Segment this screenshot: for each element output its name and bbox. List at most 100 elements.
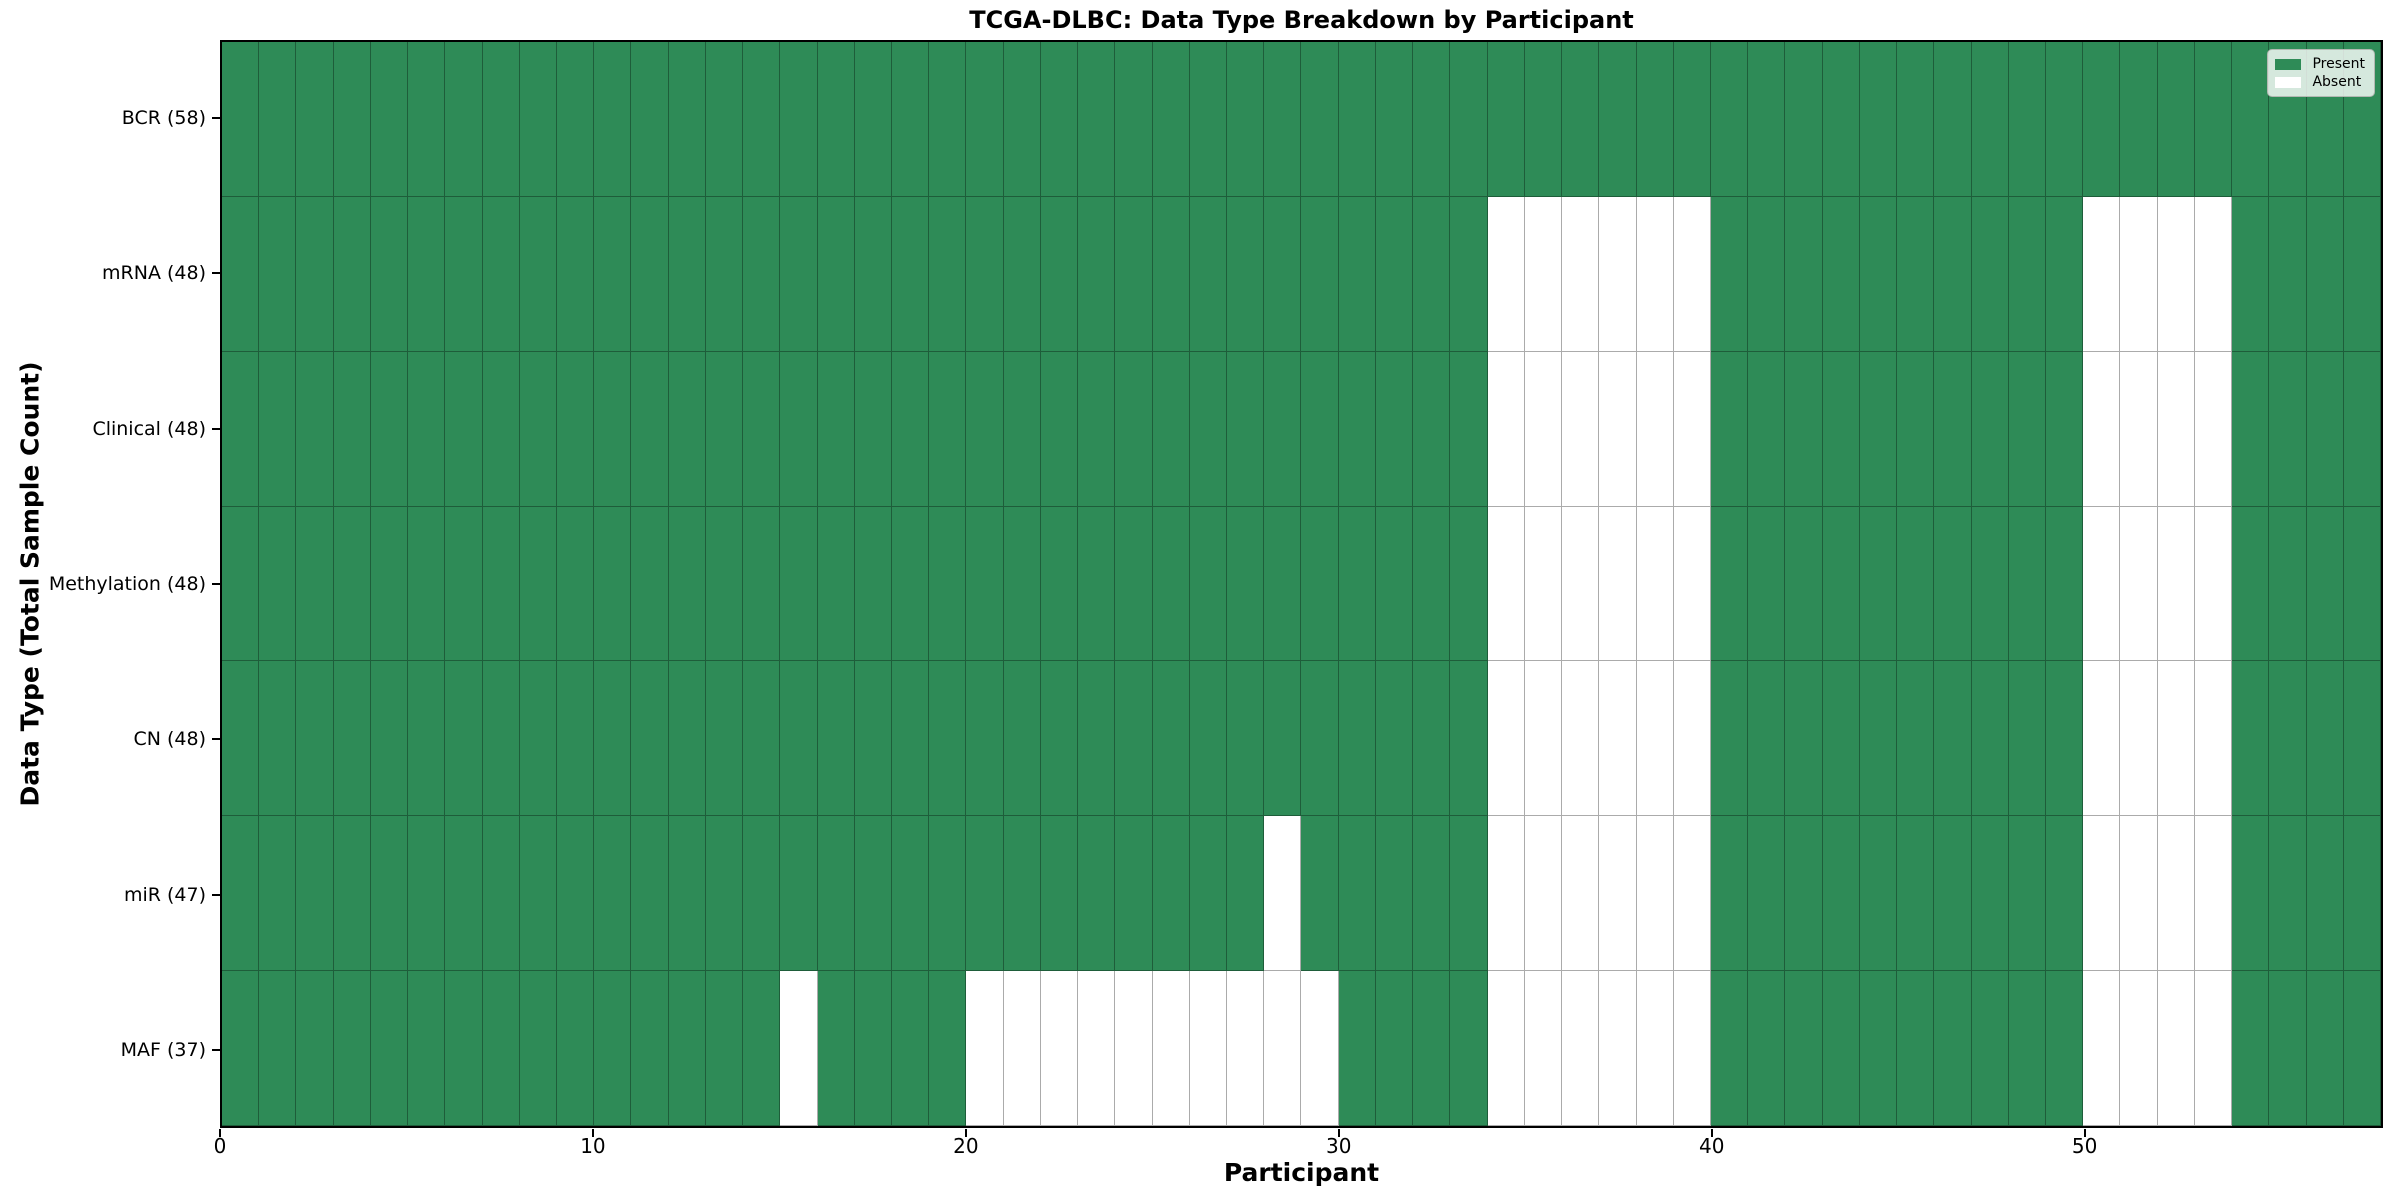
heatmap-cell-BCR-4 <box>370 42 409 197</box>
heatmap-cell-BCR-25 <box>1152 42 1190 197</box>
y-tick-label-miR: miR (47) <box>123 883 206 906</box>
heatmap-cell-miR-40 <box>1710 816 1749 972</box>
heatmap-cell-miR-2 <box>296 816 334 972</box>
heatmap-cell-Methylation-32 <box>1413 506 1451 662</box>
heatmap-cell-CN-6 <box>445 661 483 817</box>
heatmap-cell-Methylation-39 <box>1673 506 1711 662</box>
heatmap-cell-MAF-22 <box>1040 971 1079 1126</box>
heatmap-cell-miR-54 <box>2232 816 2270 972</box>
heatmap-cell-Methylation-8 <box>519 506 558 662</box>
heatmap-cell-mRNA-46 <box>1934 196 1972 352</box>
heatmap-cell-MAF-8 <box>519 971 558 1126</box>
heatmap-cell-MAF-10 <box>594 971 632 1126</box>
heatmap-cell-mRNA-1 <box>259 196 297 352</box>
heatmap-cell-mRNA-34 <box>1487 196 1525 352</box>
heatmap-cell-BCR-17 <box>854 42 893 197</box>
heatmap-cell-miR-12 <box>668 816 706 972</box>
heatmap-cell-CN-31 <box>1375 661 1414 817</box>
heatmap-cell-mRNA-17 <box>854 196 893 352</box>
heatmap-cell-MAF-11 <box>631 971 669 1126</box>
heatmap-cell-BCR-41 <box>1748 42 1786 197</box>
heatmap-grid <box>222 42 2381 1126</box>
heatmap-cell-miR-49 <box>2045 816 2084 972</box>
heatmap-cell-Methylation-42 <box>1785 506 1823 662</box>
heatmap-cell-Methylation-43 <box>1822 506 1860 662</box>
heatmap-cell-MAF-53 <box>2194 971 2233 1126</box>
heatmap-cell-Clinical-27 <box>1227 351 1265 507</box>
heatmap-cell-CN-24 <box>1115 661 1153 817</box>
x-tick-mark <box>219 1129 221 1137</box>
heatmap-cell-Clinical-46 <box>1934 351 1972 507</box>
heatmap-cell-mRNA-30 <box>1338 196 1376 352</box>
heatmap-cell-miR-51 <box>2120 816 2158 972</box>
heatmap-cell-mRNA-38 <box>1636 196 1674 352</box>
heatmap-cell-BCR-51 <box>2120 42 2158 197</box>
x-tick-label-0: 0 <box>213 1134 227 1158</box>
heatmap-cell-MAF-9 <box>557 971 595 1126</box>
heatmap-cell-BCR-26 <box>1189 42 1228 197</box>
heatmap-cell-MAF-25 <box>1152 971 1190 1126</box>
heatmap-cell-MAF-52 <box>2157 971 2195 1126</box>
heatmap-cell-Methylation-16 <box>817 506 855 662</box>
y-tick-label-Methylation: Methylation (48) <box>48 573 206 595</box>
x-tick-mark <box>1710 1129 1713 1137</box>
heatmap-cell-mRNA-33 <box>1450 196 1488 352</box>
heatmap-cell-MAF-20 <box>966 971 1004 1126</box>
heatmap-cell-BCR-15 <box>780 42 818 197</box>
y-tick-label-Clinical: Clinical (48) <box>92 417 206 440</box>
heatmap-cell-mRNA-25 <box>1152 196 1190 352</box>
heatmap-cell-mRNA-42 <box>1785 196 1823 352</box>
heatmap-cell-Methylation-20 <box>966 506 1004 662</box>
heatmap-cell-Clinical-20 <box>966 351 1004 507</box>
heatmap-cell-MAF-46 <box>1934 971 1972 1126</box>
y-tick-label-BCR: BCR (58) <box>121 106 206 129</box>
heatmap-cell-Clinical-34 <box>1487 351 1525 507</box>
heatmap-cell-mRNA-22 <box>1040 196 1079 352</box>
heatmap-cell-miR-34 <box>1487 816 1525 972</box>
heatmap-cell-CN-37 <box>1599 661 1637 817</box>
heatmap-cell-miR-57 <box>2343 816 2381 972</box>
heatmap-cell-mRNA-51 <box>2120 196 2158 352</box>
heatmap-cell-Methylation-11 <box>631 506 669 662</box>
heatmap-cell-BCR-37 <box>1599 42 1637 197</box>
heatmap-cell-Methylation-44 <box>1859 506 1898 662</box>
heatmap-cell-mRNA-11 <box>631 196 669 352</box>
heatmap-cell-BCR-35 <box>1524 42 1563 197</box>
heatmap-cell-Methylation-37 <box>1599 506 1637 662</box>
heatmap-cell-CN-35 <box>1524 661 1563 817</box>
heatmap-cell-Methylation-22 <box>1040 506 1079 662</box>
heatmap-cell-CN-41 <box>1748 661 1786 817</box>
heatmap-cell-MAF-40 <box>1710 971 1749 1126</box>
heatmap-cell-mRNA-35 <box>1524 196 1563 352</box>
heatmap-cell-miR-38 <box>1636 816 1674 972</box>
heatmap-cell-MAF-56 <box>2306 971 2344 1126</box>
heatmap-cell-CN-0 <box>222 661 260 817</box>
heatmap-cell-BCR-14 <box>743 42 781 197</box>
heatmap-cell-BCR-40 <box>1710 42 1749 197</box>
heatmap-cell-Clinical-29 <box>1301 351 1339 507</box>
heatmap-cell-miR-50 <box>2083 816 2121 972</box>
heatmap-cell-Methylation-47 <box>1971 506 2009 662</box>
heatmap-cell-Clinical-36 <box>1562 351 1600 507</box>
heatmap-cell-Methylation-56 <box>2306 506 2344 662</box>
heatmap-cell-BCR-30 <box>1338 42 1376 197</box>
heatmap-cell-Methylation-36 <box>1562 506 1600 662</box>
heatmap-cell-mRNA-54 <box>2232 196 2270 352</box>
heatmap-cell-miR-56 <box>2306 816 2344 972</box>
heatmap-cell-BCR-1 <box>259 42 297 197</box>
heatmap-cell-Methylation-49 <box>2045 506 2084 662</box>
heatmap-cell-miR-1 <box>259 816 297 972</box>
heatmap-cell-Clinical-26 <box>1189 351 1228 507</box>
heatmap-cell-Clinical-4 <box>370 351 409 507</box>
heatmap-cell-miR-41 <box>1748 816 1786 972</box>
heatmap-cell-Methylation-0 <box>222 506 260 662</box>
heatmap-cell-mRNA-21 <box>1003 196 1041 352</box>
heatmap-cell-MAF-30 <box>1338 971 1376 1126</box>
heatmap-cell-Clinical-11 <box>631 351 669 507</box>
heatmap-cell-Clinical-43 <box>1822 351 1860 507</box>
heatmap-cell-miR-21 <box>1003 816 1041 972</box>
y-tick-label-CN: CN (48) <box>133 728 206 751</box>
heatmap-cell-Clinical-30 <box>1338 351 1376 507</box>
heatmap-cell-Clinical-13 <box>705 351 744 507</box>
heatmap-cell-miR-31 <box>1375 816 1414 972</box>
